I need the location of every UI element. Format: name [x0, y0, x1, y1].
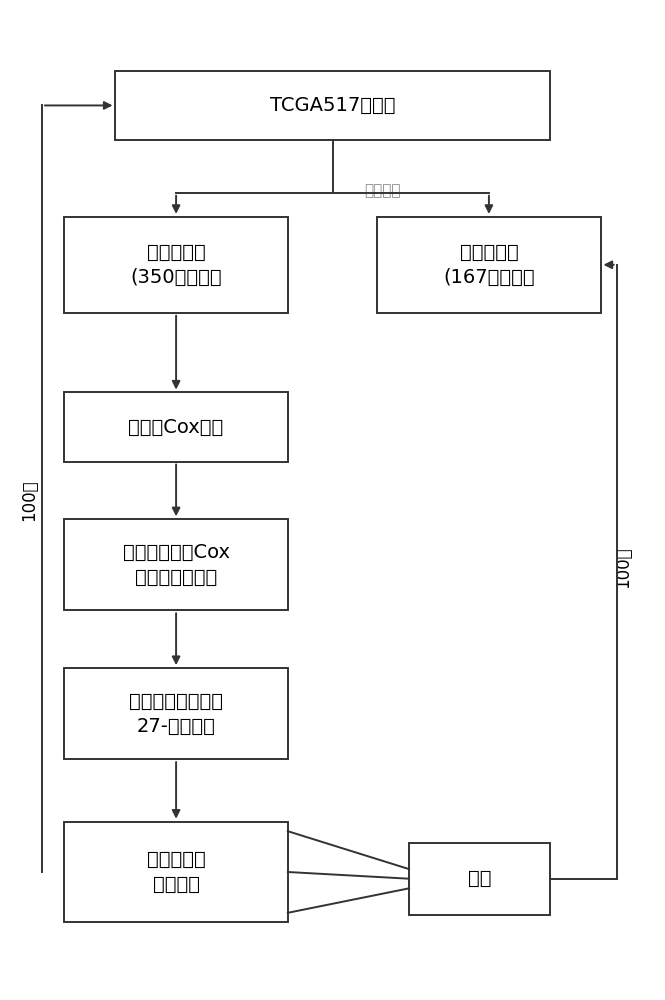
FancyBboxPatch shape	[377, 217, 600, 313]
FancyBboxPatch shape	[65, 217, 288, 313]
Text: 验证: 验证	[467, 869, 491, 888]
Text: 肺腺癌预后
评分系统: 肺腺癌预后 评分系统	[147, 850, 205, 894]
Text: 100次: 100次	[20, 479, 39, 521]
FancyBboxPatch shape	[116, 71, 549, 140]
FancyBboxPatch shape	[65, 668, 288, 759]
Text: 鉴定预测总体存活
27-基因标签: 鉴定预测总体存活 27-基因标签	[129, 692, 223, 736]
Text: 培训数据组
(350名患者）: 培训数据组 (350名患者）	[130, 243, 222, 287]
FancyBboxPatch shape	[65, 822, 288, 922]
Text: 100次: 100次	[614, 546, 632, 588]
FancyBboxPatch shape	[65, 392, 288, 462]
FancyBboxPatch shape	[409, 843, 549, 915]
Text: 多变量Cox回归: 多变量Cox回归	[128, 418, 223, 437]
Text: 鉴定选择进入Cox
回归模型的基因: 鉴定选择进入Cox 回归模型的基因	[122, 543, 229, 587]
Text: TCGA517名患者: TCGA517名患者	[270, 96, 395, 115]
Text: 测试数据组
(167名患者）: 测试数据组 (167名患者）	[443, 243, 535, 287]
FancyBboxPatch shape	[65, 519, 288, 610]
Text: 随机抽样: 随机抽样	[364, 183, 401, 198]
